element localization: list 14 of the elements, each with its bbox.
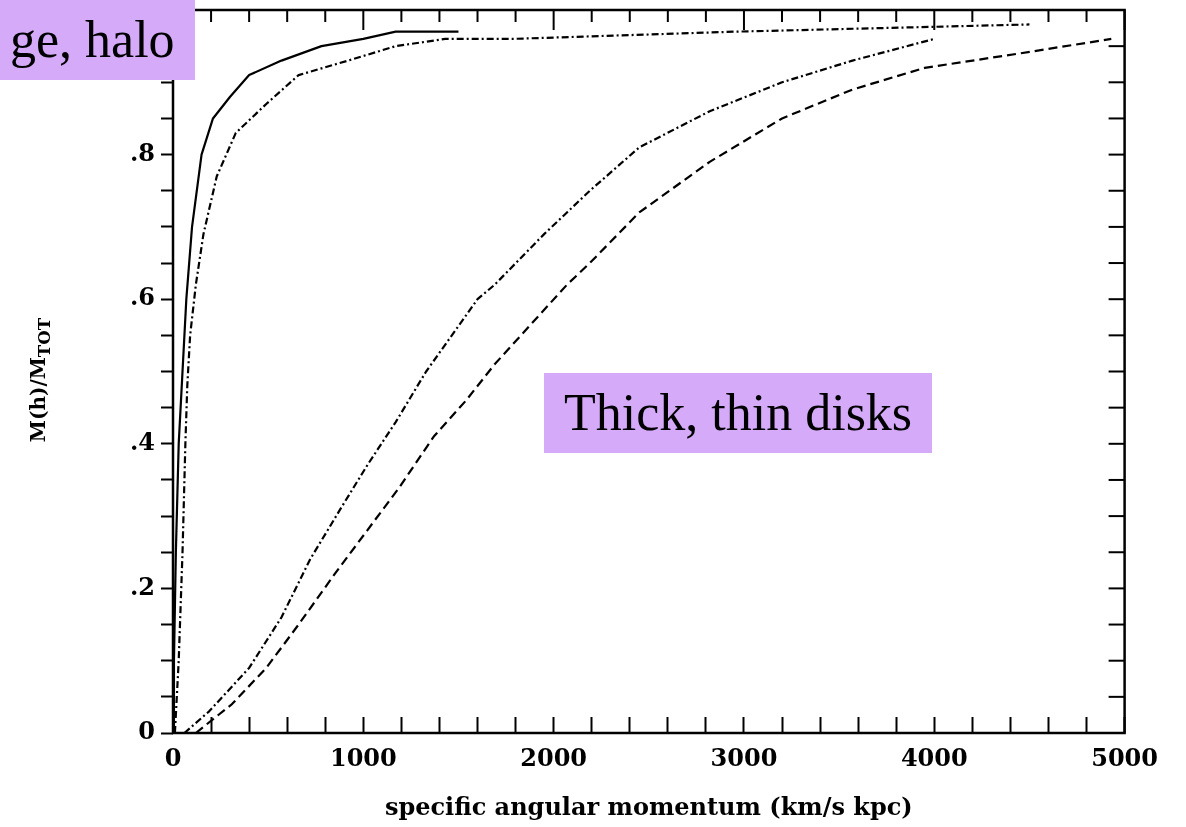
x-tick-label: 0 [164,742,182,772]
x-axis-title: specific angular momentum (km/s kpc) [384,791,913,821]
annotation: ge, halo [0,0,195,80]
x-tick-label: 2000 [520,742,588,772]
x-tick-label: 5000 [1091,742,1158,772]
y-tick-label: .8 [129,137,155,167]
x-tick-label: 3000 [710,742,778,772]
x-tick-label: 4000 [900,742,968,772]
y-tick-label: .2 [129,571,155,601]
y-tick-label: .4 [129,427,155,457]
y-tick-label: .6 [129,282,155,312]
annotation: Thick, thin disks [544,373,933,453]
x-tick-label: 1000 [329,742,397,772]
y-tick-label: 0 [138,716,155,746]
